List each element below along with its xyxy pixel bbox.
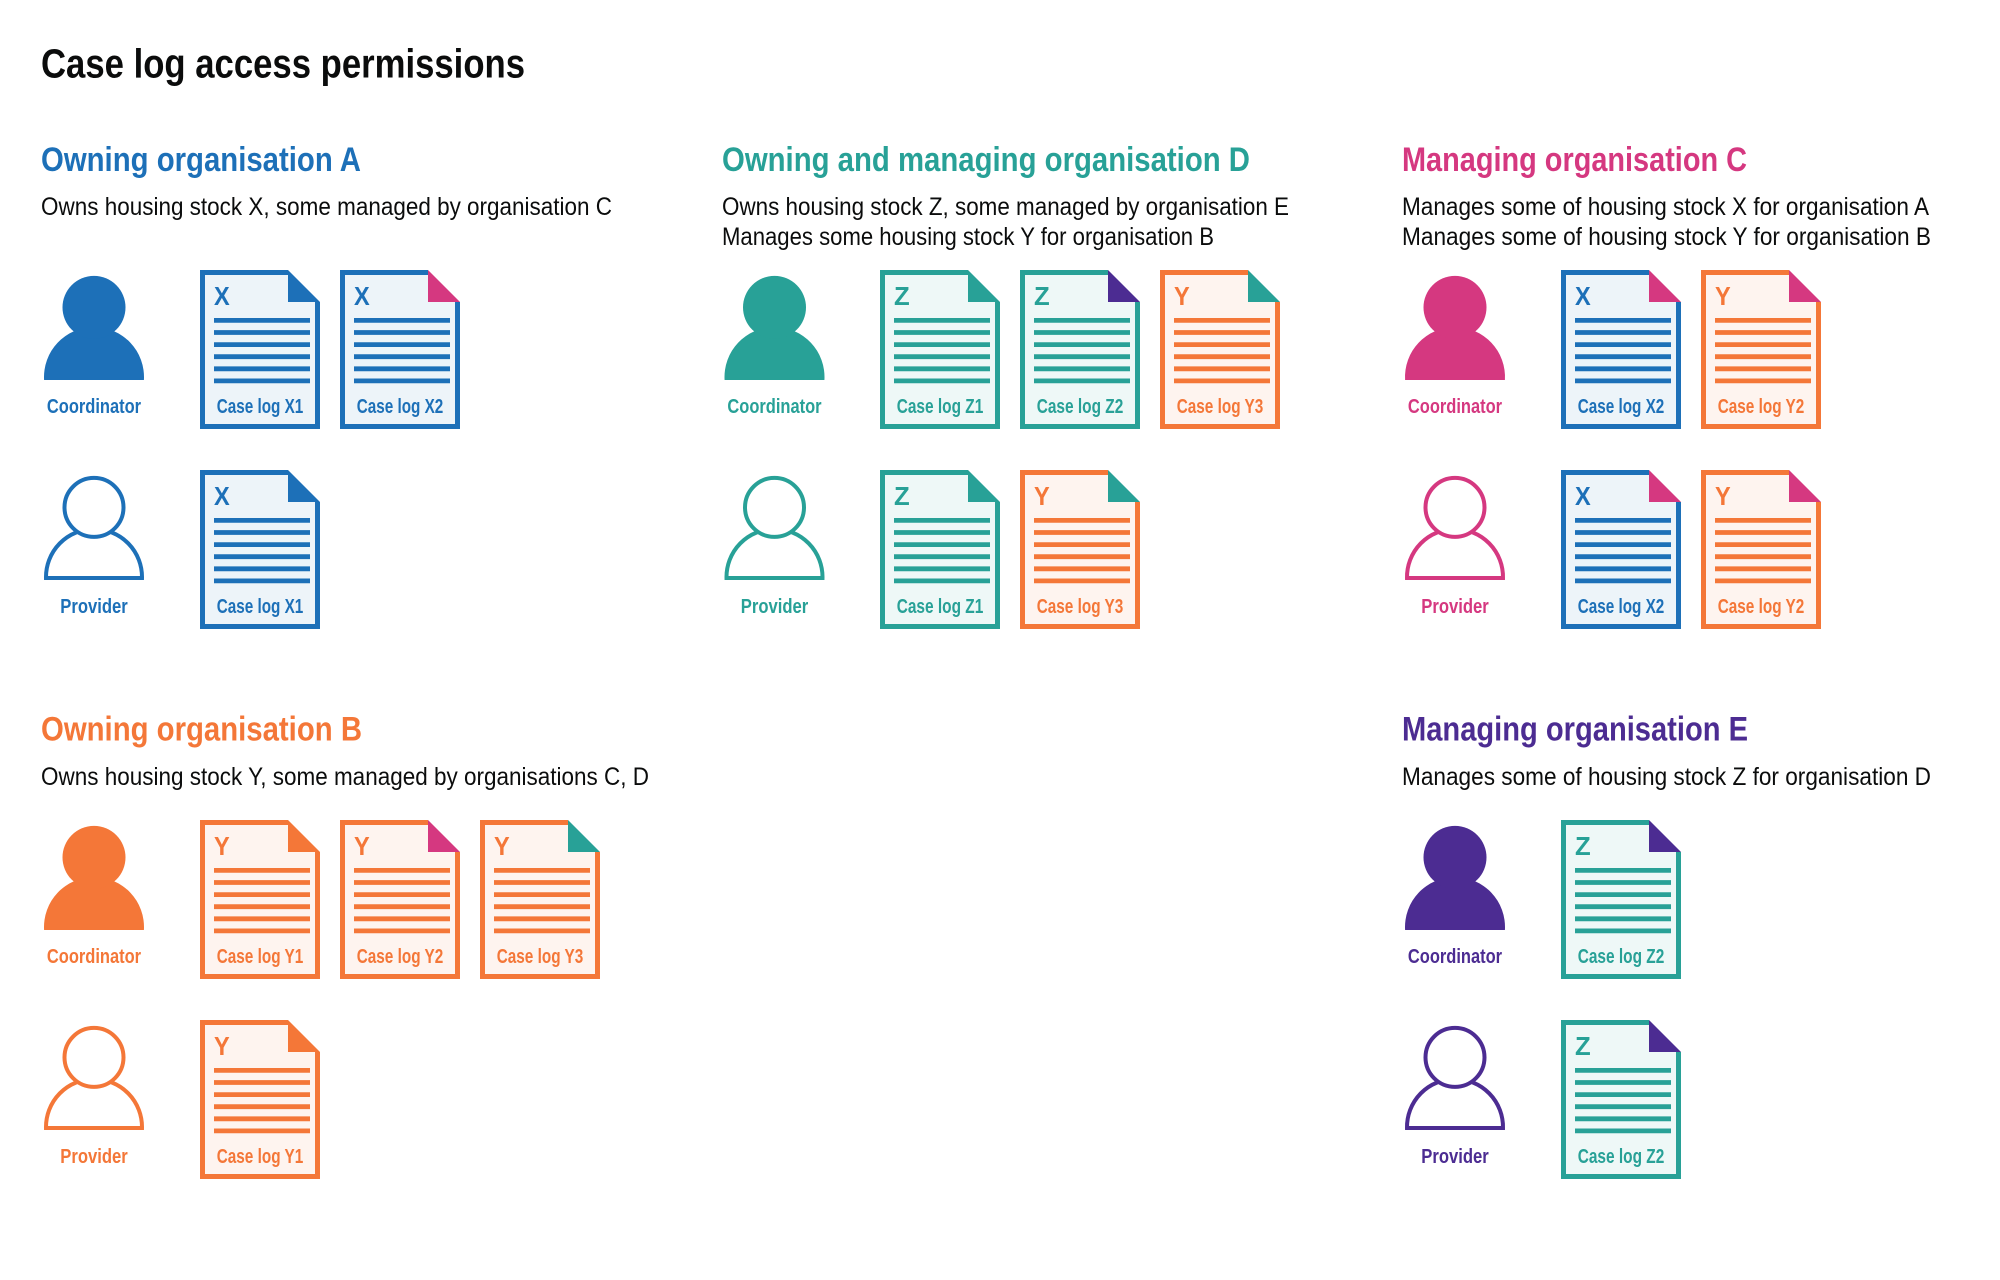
svg-text:Case log Z2: Case log Z2 [1578,1146,1665,1168]
svg-text:Y: Y [214,1031,230,1061]
svg-text:Coordinator: Coordinator [1408,946,1502,968]
svg-text:Y: Y [1715,281,1731,311]
svg-text:Managing organisation E: Managing organisation E [1402,711,1748,749]
svg-text:Case log X2: Case log X2 [357,396,444,418]
svg-text:Case log X1: Case log X1 [217,396,304,418]
svg-text:Provider: Provider [60,1146,128,1168]
svg-text:X: X [354,281,370,311]
svg-text:Case log Y2: Case log Y2 [1718,396,1805,418]
svg-text:Case log X1: Case log X1 [217,596,304,618]
svg-text:Owns housing stock X, some man: Owns housing stock X, some managed by or… [41,193,612,221]
svg-text:Provider: Provider [1421,1146,1489,1168]
svg-text:X: X [214,281,230,311]
svg-text:Z: Z [1034,281,1050,311]
svg-text:X: X [1575,281,1591,311]
svg-text:Owning organisation A: Owning organisation A [41,141,361,179]
svg-text:Case log Z2: Case log Z2 [1037,396,1124,418]
svg-text:Owning organisation B: Owning organisation B [41,711,362,749]
svg-text:Manages some housing stock Y f: Manages some housing stock Y for organis… [722,223,1214,251]
svg-text:X: X [1575,481,1591,511]
svg-text:Case log X2: Case log X2 [1578,396,1665,418]
svg-text:Y: Y [214,831,230,861]
svg-text:Owning and managing organisati: Owning and managing organisation D [722,141,1250,179]
svg-text:Z: Z [894,281,910,311]
svg-text:Case log access permissions: Case log access permissions [41,40,525,86]
svg-text:Owns housing stock Z, some man: Owns housing stock Z, some managed by or… [722,193,1289,221]
svg-text:Coordinator: Coordinator [47,396,141,418]
svg-text:Manages some of housing stock: Manages some of housing stock X for orga… [1402,193,1929,221]
svg-text:Case log Z1: Case log Z1 [897,596,984,618]
svg-text:Provider: Provider [60,596,128,618]
svg-text:Case log X2: Case log X2 [1578,596,1665,618]
svg-text:Coordinator: Coordinator [727,396,821,418]
svg-text:Y: Y [1715,481,1731,511]
svg-text:Y: Y [354,831,370,861]
svg-text:Y: Y [1034,481,1050,511]
svg-text:Z: Z [1575,1031,1591,1061]
svg-text:Y: Y [1174,281,1190,311]
svg-text:Coordinator: Coordinator [1408,396,1502,418]
svg-text:Z: Z [894,481,910,511]
svg-text:Manages some of housing stock: Manages some of housing stock Z for orga… [1402,763,1931,791]
svg-text:Case log Z2: Case log Z2 [1578,946,1665,968]
svg-text:Owns housing stock Y, some man: Owns housing stock Y, some managed by or… [41,763,649,791]
svg-text:Managing organisation C: Managing organisation C [1402,141,1747,179]
svg-text:Manages some of housing stock: Manages some of housing stock Y for orga… [1402,223,1931,251]
svg-text:Case log Z1: Case log Z1 [897,396,984,418]
svg-text:Case log Y3: Case log Y3 [1177,396,1264,418]
svg-text:Provider: Provider [1421,596,1489,618]
svg-text:Case log Y3: Case log Y3 [497,946,584,968]
svg-text:Case log Y2: Case log Y2 [357,946,444,968]
svg-text:Case log Y1: Case log Y1 [217,946,304,968]
svg-text:Provider: Provider [741,596,809,618]
svg-text:Coordinator: Coordinator [47,946,141,968]
svg-text:Z: Z [1575,831,1591,861]
svg-text:Case log Y1: Case log Y1 [217,1146,304,1168]
svg-text:Case log Y3: Case log Y3 [1037,596,1124,618]
svg-text:Y: Y [494,831,510,861]
svg-text:Case log Y2: Case log Y2 [1718,596,1805,618]
svg-text:X: X [214,481,230,511]
